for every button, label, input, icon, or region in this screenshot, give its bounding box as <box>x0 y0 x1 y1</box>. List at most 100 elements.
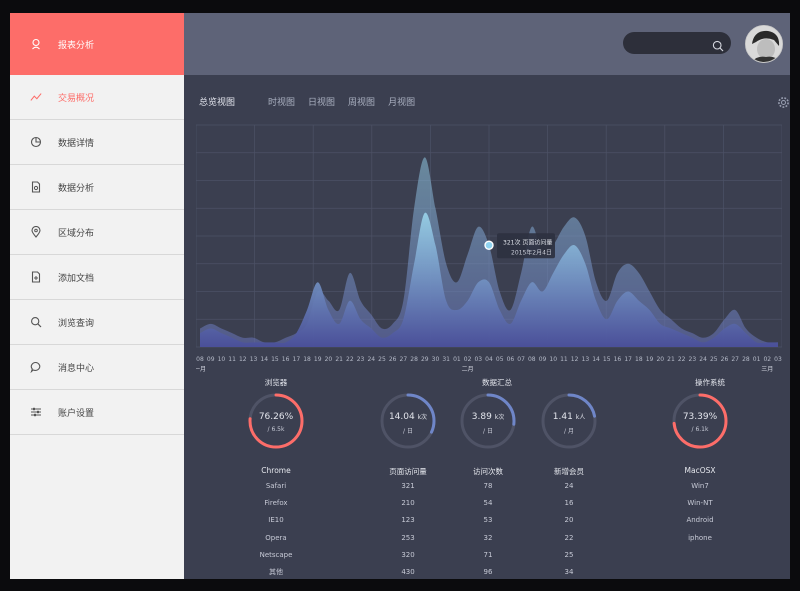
os-ring-value: 73.39% <box>682 412 718 422</box>
month-label: 三月 <box>761 366 773 373</box>
x-tick-label: 18 <box>635 356 643 363</box>
members-ring-sub: / 月 <box>564 428 574 435</box>
x-tick-label: 09 <box>539 356 547 363</box>
visits-ring: 3.89 k次 / 日 <box>458 391 518 451</box>
tooltip-point[interactable] <box>484 240 494 250</box>
sidebar-item-label: 消息中心 <box>58 363 95 374</box>
x-tick-label: 25 <box>378 356 386 363</box>
browser-ring-value: 76.26% <box>258 412 294 422</box>
list-item: Win7 <box>691 482 709 490</box>
sidebar-item-label: 区域分布 <box>58 228 95 239</box>
os-column-header: MacOSX <box>684 466 716 475</box>
sidebar-item-settings[interactable]: 账户设置 <box>10 390 184 435</box>
top-header <box>184 13 790 75</box>
visits-list: 78 54 53 32 71 96 <box>448 478 528 579</box>
os-list: Win7 Win-NT Android iphone <box>660 478 740 547</box>
sidebar-brand-label: 报表分析 <box>58 40 95 51</box>
page-views-ring-sub: / 日 <box>403 428 413 435</box>
x-tick-label: 21 <box>667 356 675 363</box>
list-item: iphone <box>688 533 712 542</box>
list-item: Win-NT <box>687 499 713 508</box>
add-document-icon <box>30 271 42 283</box>
search-icon[interactable] <box>712 37 724 52</box>
x-tick-label: 07 <box>517 356 525 363</box>
os-title: 操作系统 <box>695 378 725 387</box>
members-ring-value: 1.41 <box>552 412 573 422</box>
tooltip-date: 2015年2月4日 <box>511 248 552 256</box>
x-tick-label: 14 <box>592 356 600 363</box>
x-tick-label: 13 <box>582 356 590 363</box>
ring-progress <box>380 393 436 449</box>
x-tick-label: 03 <box>774 356 782 363</box>
list-item: 253 <box>401 533 415 542</box>
x-tick-label: 26 <box>721 356 729 363</box>
x-tick-label: 09 <box>207 356 215 363</box>
tab-hour[interactable]: 时视图 <box>268 98 296 108</box>
tab-overview[interactable]: 总览视图 <box>199 98 236 108</box>
series-area-2 <box>200 212 778 347</box>
x-tick-label: 17 <box>293 356 301 363</box>
x-tick-label: 29 <box>421 356 429 363</box>
sidebar-item-messages[interactable]: 消息中心 <box>10 345 184 390</box>
ring-progress <box>460 393 516 449</box>
x-tick-label: 14 <box>260 356 268 363</box>
x-tick-label: 11 <box>228 356 236 363</box>
members-ring: 1.41 k人 / 月 <box>539 391 599 451</box>
list-item: Firefox <box>264 499 288 508</box>
page-views-column-header: 页面访问量 <box>389 467 427 476</box>
x-tick-label: 10 <box>218 356 226 363</box>
main-panel: 总览视图 时视图 日视图 周视图 月视图 <box>184 75 790 579</box>
pie-chart-icon <box>30 136 42 148</box>
list-item: 22 <box>564 533 574 542</box>
tab-month[interactable]: 月视图 <box>388 98 416 108</box>
summary-title: 数据汇总 <box>482 378 512 387</box>
sidebar-item-label: 浏览查询 <box>58 318 95 329</box>
os-ring-arc <box>672 393 728 449</box>
tab-week[interactable]: 周视图 <box>348 98 376 108</box>
sidebar-item-details[interactable]: 数据详情 <box>10 120 184 165</box>
sidebar-item-region[interactable]: 区域分布 <box>10 210 184 255</box>
list-item: 32 <box>483 533 493 542</box>
search-box[interactable] <box>623 32 731 54</box>
avatar[interactable] <box>745 25 783 63</box>
sidebar-brand[interactable]: 报表分析 <box>10 13 184 75</box>
x-tick-label: 25 <box>710 356 718 363</box>
list-item: 34 <box>564 567 574 576</box>
list-item: 320 <box>401 550 415 559</box>
x-tick-label: 10 <box>549 356 557 363</box>
gear-icon[interactable] <box>777 94 790 108</box>
trend-line-icon <box>30 91 42 103</box>
x-tick-label: 21 <box>335 356 343 363</box>
sidebar: 报表分析 交易概况 数据详情 数据分析 区域分布 添加文档 <box>10 13 184 579</box>
sidebar-item-label: 交易概况 <box>58 93 95 104</box>
x-tick-label: 04 <box>485 356 493 363</box>
x-tick-label: 27 <box>731 356 739 363</box>
sidebar-item-label: 数据分析 <box>58 183 95 194</box>
sidebar-item-browse[interactable]: 浏览查询 <box>10 300 184 345</box>
x-tick-label: 15 <box>271 356 279 363</box>
members-column-header: 新增会员 <box>554 467 584 476</box>
visits-column-header: 访问次数 <box>473 467 503 476</box>
sidebar-item-overview[interactable]: 交易概况 <box>10 75 184 120</box>
sidebar-item-add-document[interactable]: 添加文档 <box>10 255 184 300</box>
visits-ring-arc <box>460 393 516 449</box>
list-item: 25 <box>564 550 574 559</box>
list-item: 321 <box>401 482 415 490</box>
document-chart-icon <box>30 181 42 193</box>
list-item: 430 <box>401 567 415 576</box>
list-item: Safari <box>265 482 287 490</box>
sidebar-item-label: 数据详情 <box>58 138 95 149</box>
user-outline-icon <box>30 38 42 50</box>
tab-day[interactable]: 日视图 <box>308 98 336 108</box>
browser-ring-arc <box>248 393 304 449</box>
sidebar-item-label: 添加文档 <box>58 273 95 284</box>
x-tick-label: 27 <box>400 356 408 363</box>
page-views-ring-arc <box>380 393 436 449</box>
sidebar-item-analysis[interactable]: 数据分析 <box>10 165 184 210</box>
tooltip-value: 321次 页面访问量 <box>503 238 552 246</box>
chat-bubble-icon <box>30 361 42 373</box>
x-tick-label: 03 <box>474 356 482 363</box>
search-icon <box>30 316 42 328</box>
x-tick-label: 24 <box>367 356 375 363</box>
browser-title: 浏览器 <box>264 378 288 387</box>
